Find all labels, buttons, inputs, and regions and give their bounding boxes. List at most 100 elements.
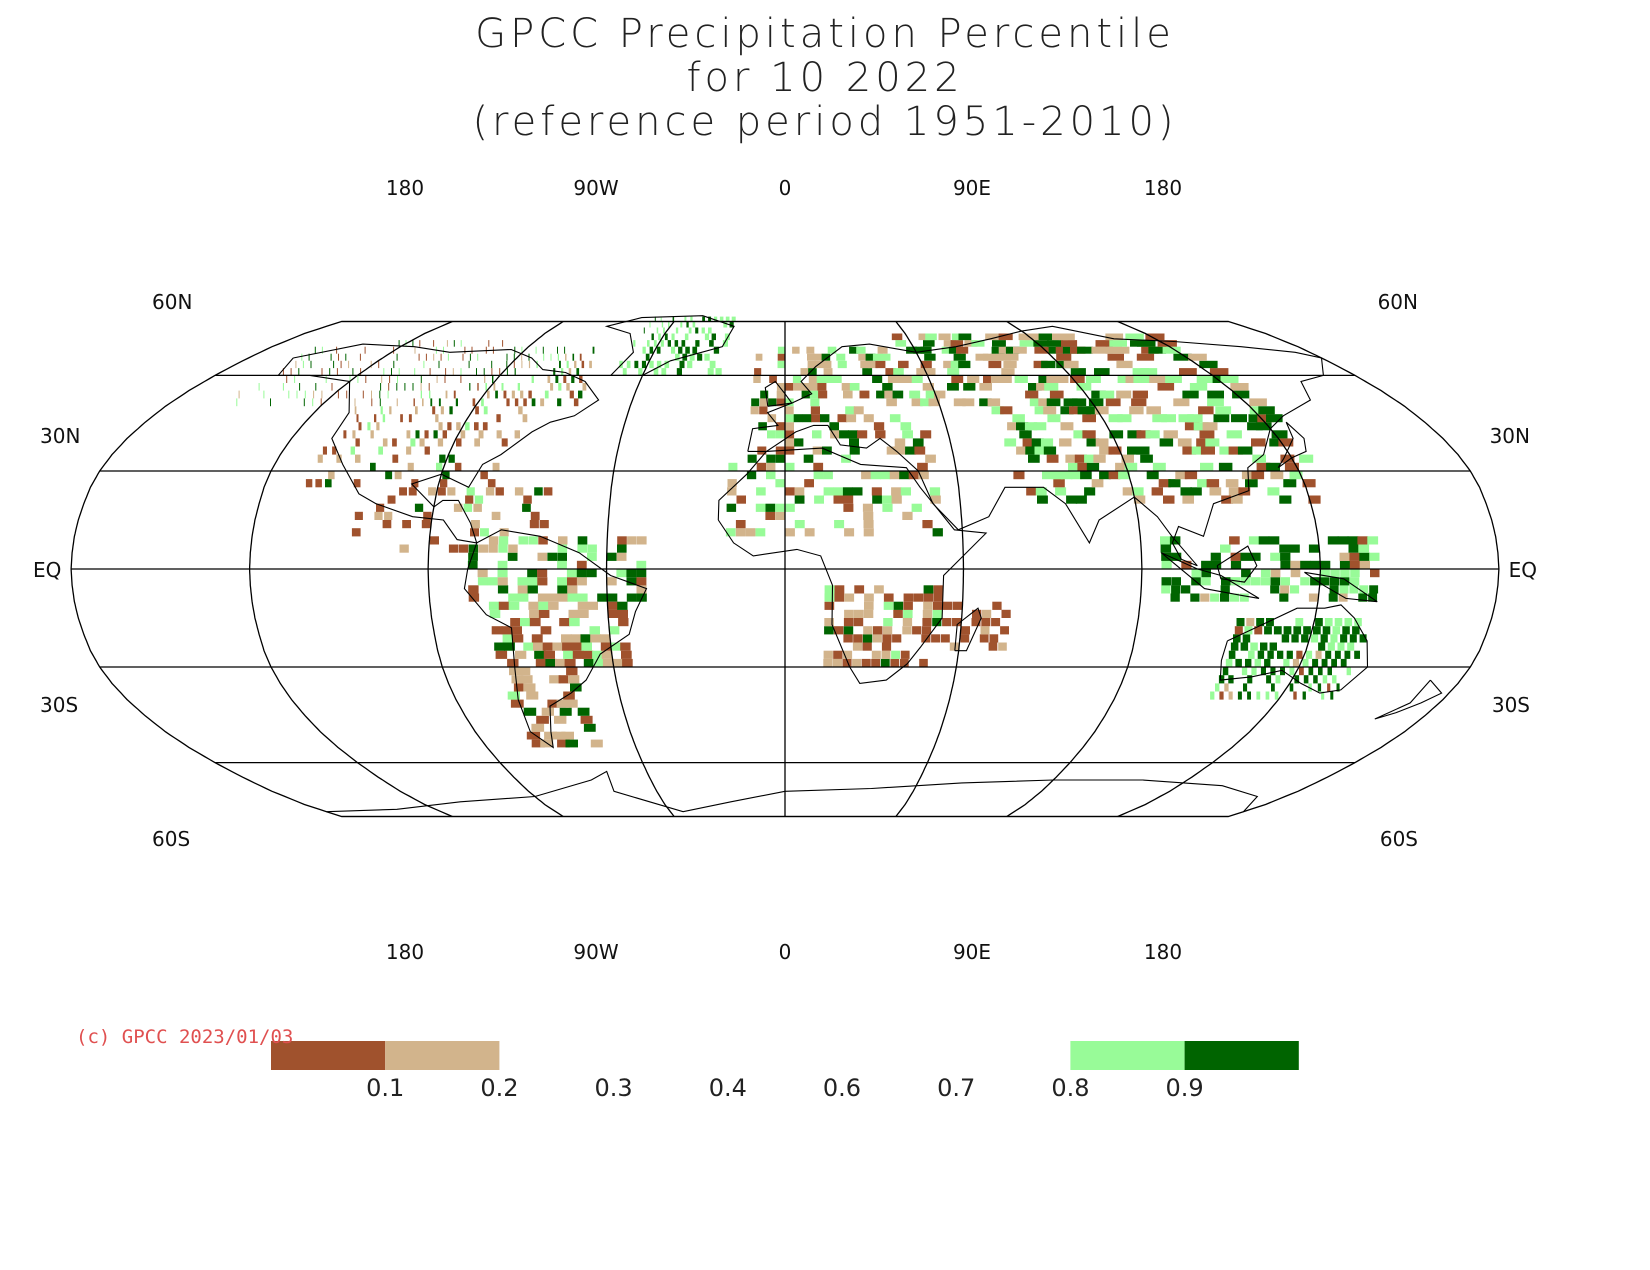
percentile-cell [775, 511, 785, 520]
percentile-cell [512, 634, 524, 643]
percentile-cell [883, 618, 893, 627]
percentile-cell [735, 528, 746, 537]
percentile-cell [1037, 495, 1048, 504]
percentile-cell [424, 430, 429, 439]
percentile-cell [1033, 340, 1049, 347]
percentile-cell [947, 383, 959, 391]
percentile-cell [948, 346, 961, 354]
percentile-cell [664, 333, 668, 341]
percentile-cell [592, 650, 603, 659]
percentile-cell [661, 321, 664, 328]
percentile-cell [542, 642, 554, 651]
coastline [1374, 679, 1443, 720]
percentile-cell [920, 398, 932, 407]
percentile-cell [1247, 422, 1263, 431]
percentile-cell [924, 353, 936, 361]
percentile-cell [891, 487, 902, 496]
percentile-cell [590, 739, 603, 748]
percentile-cell [607, 601, 618, 610]
percentile-cell [498, 536, 509, 545]
percentile-cell [1250, 577, 1261, 586]
percentile-cell [848, 430, 859, 439]
percentile-cell [658, 333, 661, 341]
percentile-cell [485, 383, 487, 391]
percentile-cell [528, 360, 531, 369]
percentile-cell [1258, 406, 1275, 415]
percentile-cell [564, 658, 576, 668]
percentile-cell [776, 398, 785, 407]
percentile-cell [350, 446, 355, 455]
percentile-cell [1136, 446, 1150, 455]
percentile-cell [1301, 634, 1309, 643]
percentile-cell [1250, 642, 1258, 651]
percentile-cell [522, 414, 528, 423]
percentile-cell [636, 577, 647, 586]
percentile-cell [872, 495, 883, 504]
percentile-cell [713, 346, 720, 354]
percentile-cell [1367, 536, 1379, 545]
percentile-cell [570, 683, 582, 692]
percentile-cell [1044, 383, 1059, 391]
percentile-cell [1099, 390, 1115, 399]
percentile-cell [508, 544, 518, 553]
percentile-cell [1349, 552, 1360, 561]
percentile-cell [569, 618, 580, 627]
percentile-cell [537, 552, 548, 561]
percentile-cell [1127, 430, 1142, 439]
percentile-cell [569, 390, 574, 399]
percentile-cell [1109, 430, 1124, 439]
percentile-cell [488, 601, 500, 610]
axis-labels: 180 180 90W 90W 0 0 90E 90E 180 180 60N 30N EQ 30S 60S… [33, 176, 1537, 964]
percentile-cell [440, 406, 444, 415]
percentile-cell [407, 462, 414, 471]
percentile-cell [568, 675, 580, 684]
percentile-cell [513, 360, 515, 369]
percentile-cell [440, 353, 442, 361]
percentile-cell [550, 353, 552, 361]
percentile-cell [531, 634, 543, 643]
percentile-cell [842, 487, 853, 496]
percentile-cell [634, 360, 639, 369]
percentile-cell [330, 353, 332, 361]
percentile-cell [1349, 634, 1357, 643]
percentile-cell [517, 577, 528, 586]
percentile-cell [563, 375, 567, 383]
percentile-cell [568, 368, 572, 376]
percentile-cell [645, 353, 650, 361]
percentile-cell [725, 316, 730, 322]
percentile-cell [933, 593, 943, 602]
percentile-cell [656, 346, 661, 354]
percentile-cell [1199, 360, 1218, 369]
percentile-cell [523, 398, 527, 407]
percentile-cell [988, 642, 998, 651]
percentile-cell [680, 321, 683, 328]
percentile-cell [881, 642, 892, 651]
percentile-cell [990, 353, 1004, 361]
percentile-cell [803, 454, 814, 463]
percentile-cell [1269, 642, 1277, 651]
percentile-cell [508, 601, 520, 610]
percentile-cell [1231, 414, 1247, 423]
percentile-cell [757, 446, 767, 455]
percentile-cell [912, 626, 922, 635]
percentile-cell [895, 446, 907, 455]
percentile-cell [1013, 346, 1027, 354]
percentile-cell [621, 650, 632, 659]
percentile-cell [1094, 368, 1110, 376]
percentile-cell [1209, 487, 1222, 496]
percentile-cell [1028, 454, 1040, 463]
percentile-cell [1165, 375, 1182, 383]
percentile-cell [382, 520, 392, 529]
percentile-cell [804, 528, 815, 537]
percentile-cell [1034, 346, 1049, 354]
percentile-cell [653, 340, 657, 347]
percentile-cell [727, 487, 737, 496]
percentile-cell [807, 360, 816, 369]
percentile-cell [1026, 487, 1037, 496]
percentile-cell [873, 422, 885, 431]
percentile-cell [376, 422, 380, 431]
percentile-cell [1049, 390, 1064, 399]
percentile-cell [922, 520, 933, 529]
percentile-cell [919, 658, 928, 668]
percentile-cell [1237, 446, 1253, 455]
